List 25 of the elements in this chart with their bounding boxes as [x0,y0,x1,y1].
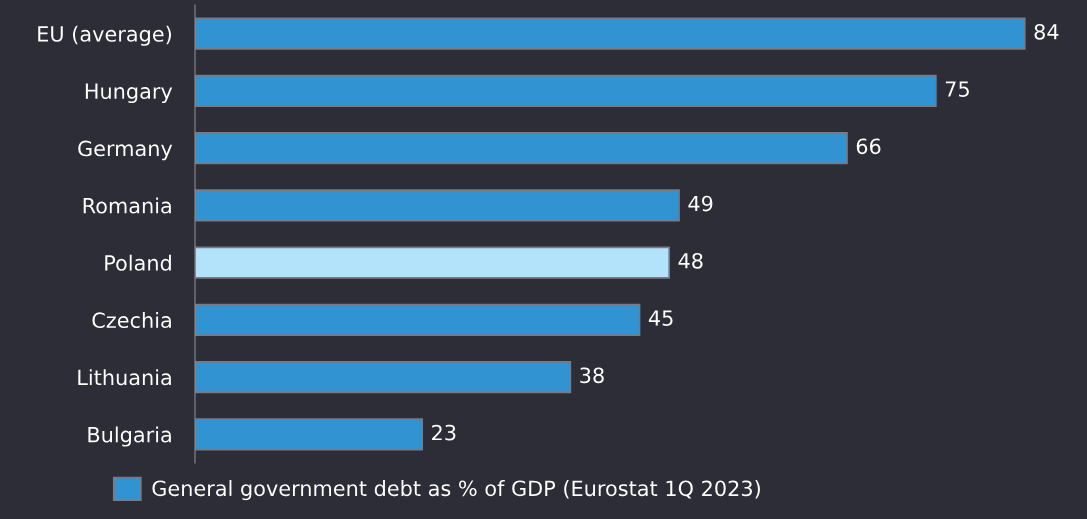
bar [195,418,424,451]
bar [195,303,641,336]
bar [195,189,680,222]
data-label: 38 [580,367,604,384]
data-label: 49 [688,195,713,212]
data-label: 48 [678,252,703,269]
data-label: 23 [432,424,456,441]
legend-label: General government debt as % of GDP (Eurostat 1Q 2023) [152,480,760,501]
y-tick-label: Romania [83,197,171,214]
y-tick-label: EU (average) [38,25,171,46]
y-tick-label: Bulgaria [88,426,171,447]
data-label: 75 [945,81,969,97]
data-label: 45 [648,310,673,326]
bar [195,361,572,394]
bar [195,17,1026,50]
bar [195,246,670,279]
y-tick-label: Hungary [85,83,173,104]
data-label: 66 [856,138,881,155]
y-tick-label: Poland [105,254,171,271]
y-tick-label: Germany [78,140,173,161]
y-tick-label: Lithuania [78,369,171,386]
y-tick-label: Czechia [92,311,171,329]
bar [195,74,937,107]
bar [195,132,848,165]
data-label: 84 [1034,23,1059,40]
